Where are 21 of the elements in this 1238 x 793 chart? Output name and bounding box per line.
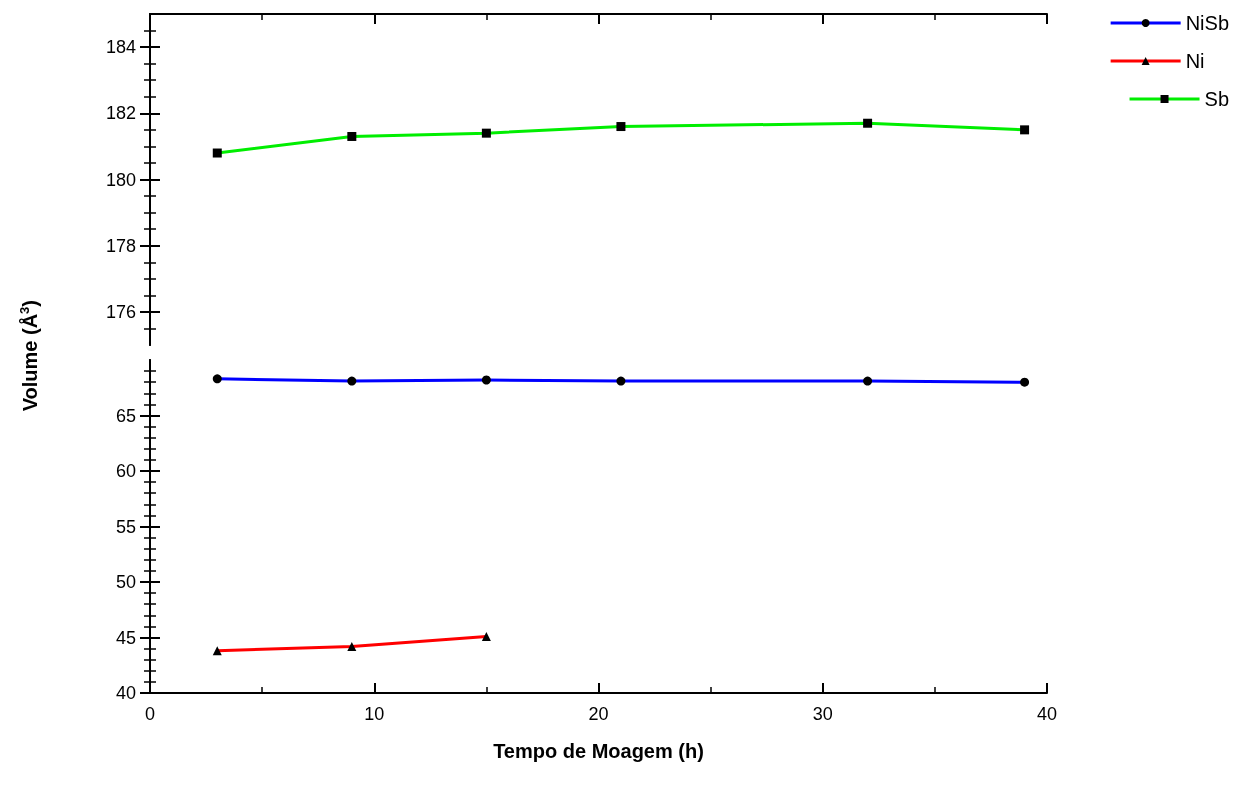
- legend-label: Ni: [1185, 50, 1205, 72]
- y-tick-label: 65: [115, 405, 136, 426]
- x-tick-label: 20: [588, 704, 609, 724]
- y-tick-label: 40: [115, 683, 136, 703]
- y-tick-label: 55: [115, 516, 136, 537]
- y-tick-label: 178: [105, 235, 136, 256]
- y-tick-label: 60: [115, 461, 136, 481]
- y-tick-label: 45: [115, 627, 136, 648]
- y-tick-label: 184: [105, 37, 136, 58]
- legend-label: Sb: [1204, 88, 1230, 110]
- x-tick-label: 0: [144, 704, 156, 724]
- y-tick-label: 50: [115, 572, 136, 592]
- y-tick-label: 182: [105, 103, 136, 124]
- x-tick-label: 40: [1036, 704, 1058, 724]
- x-tick-label: 10: [364, 704, 385, 724]
- y-axis-title: Volume (Å3): [17, 299, 41, 412]
- x-tick-label: 30: [812, 704, 833, 724]
- y-tick-label: 176: [105, 301, 136, 322]
- x-axis-title: Tempo de Moagem (h): [493, 740, 704, 762]
- legend-label: NiSb: [1185, 12, 1230, 34]
- y-tick-label: 180: [105, 169, 136, 190]
